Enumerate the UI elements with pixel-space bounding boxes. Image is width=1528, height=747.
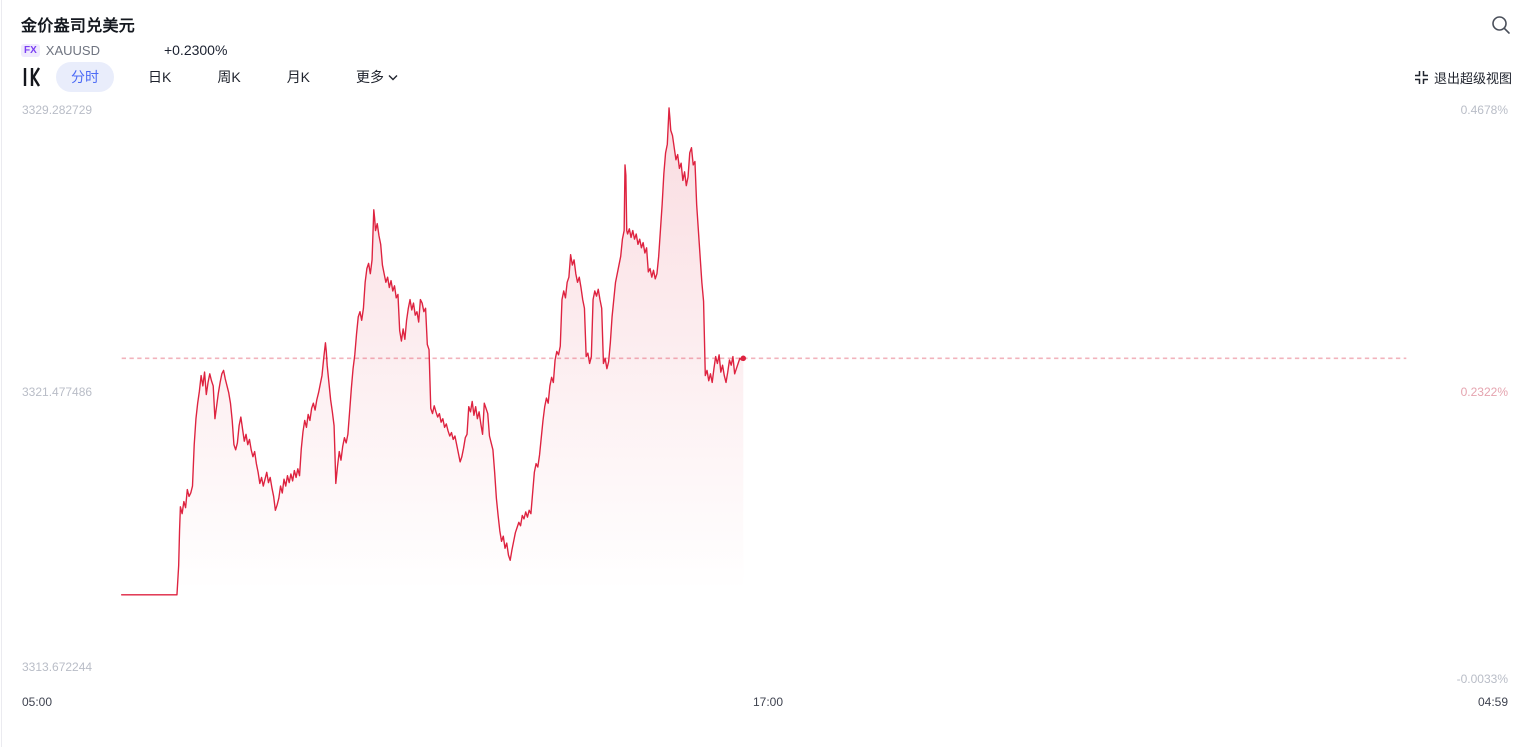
price-chart-svg xyxy=(121,107,1407,607)
y-percent-current: 0.2322% xyxy=(1460,385,1508,399)
y-percent-low: -0.0033% xyxy=(1456,672,1508,686)
panel-edge-divider xyxy=(1,0,2,747)
tab-intraday[interactable]: 分时 xyxy=(56,62,114,92)
tab-daily-k[interactable]: 日K xyxy=(148,69,172,85)
symbol-code: XAUUSD xyxy=(45,42,100,58)
more-label: 更多 xyxy=(356,69,385,85)
y-label-low: 3313.672244 xyxy=(22,660,93,674)
chart-toolbar: 分时 日K 周K 月K 更多 退出超级视图 xyxy=(22,62,1512,92)
price-chart-area[interactable]: 3329.282729 3321.477486 3313.672244 0.46… xyxy=(0,95,1528,695)
x-label-mid: 17:00 xyxy=(753,695,784,709)
y-label-high: 3329.282729 xyxy=(22,103,93,117)
tab-weekly-k[interactable]: 周K xyxy=(217,69,241,85)
more-menu-button[interactable]: 更多 xyxy=(356,67,398,87)
x-label-end: 04:59 xyxy=(1477,695,1508,709)
price-area-fill xyxy=(121,107,744,607)
y-percent-high: 0.4678% xyxy=(1460,103,1508,117)
last-price-dot xyxy=(740,355,747,362)
change-percent: +0.2300% xyxy=(163,42,228,58)
collapse-view-icon xyxy=(1414,70,1428,84)
chevron-down-icon xyxy=(388,74,398,80)
exit-super-view-label: 退出超级视图 xyxy=(1433,70,1512,86)
page-title: 金价盎司兑美元 xyxy=(21,18,136,35)
market-type-badge: FX xyxy=(21,43,40,57)
tab-monthly-k[interactable]: 月K xyxy=(286,69,311,85)
search-icon[interactable] xyxy=(1490,14,1512,36)
exit-super-view-button[interactable]: 退出超级视图 xyxy=(1414,68,1512,87)
x-label-start: 05:00 xyxy=(22,695,53,709)
y-label-current: 3321.477486 xyxy=(22,385,93,399)
chart-style-icon[interactable] xyxy=(22,67,44,87)
instrument-header: 金价盎司兑美元 FX XAUUSD +0.2300% xyxy=(21,12,227,58)
price-line xyxy=(121,107,744,596)
